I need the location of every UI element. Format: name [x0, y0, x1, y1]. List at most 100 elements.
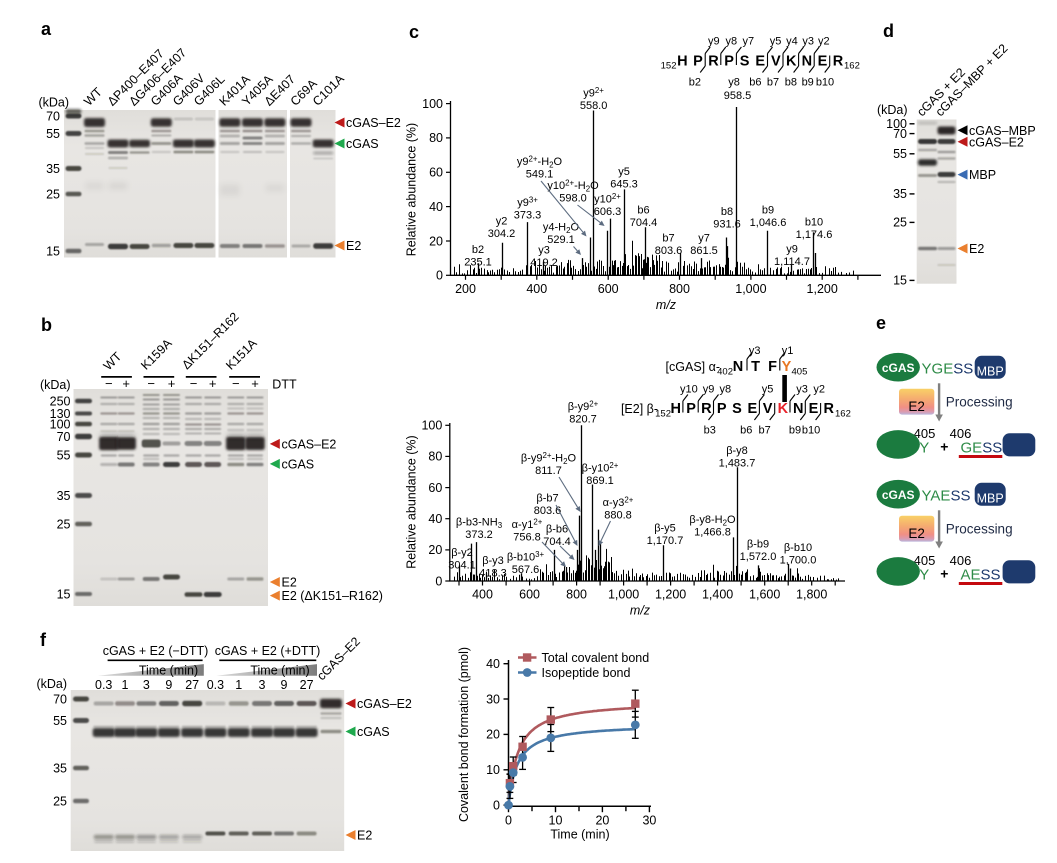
svg-text:β-b3-NH3​: β-b3-NH3​: [456, 517, 503, 530]
svg-text:40: 40: [428, 512, 442, 526]
svg-text:80: 80: [429, 131, 443, 145]
svg-text:α-y32+​: α-y32+​: [603, 495, 634, 509]
svg-text:0.3: 0.3: [207, 678, 224, 692]
svg-text:100: 100: [886, 117, 907, 131]
svg-text:1,200: 1,200: [807, 282, 838, 296]
svg-text:DTT: DTT: [272, 378, 297, 392]
svg-text:406: 406: [950, 553, 972, 568]
svg-text:y92+​: y92+​: [583, 86, 604, 100]
svg-text:b8: b8: [721, 206, 733, 218]
svg-text:600: 600: [598, 282, 619, 296]
svg-text:y3: y3: [749, 345, 761, 357]
svg-text:27: 27: [300, 678, 314, 692]
svg-text:811.7: 811.7: [535, 465, 562, 477]
svg-text:1,800: 1,800: [796, 588, 827, 602]
svg-text:y2: y2: [813, 384, 825, 396]
svg-text:cGAS–E2: cGAS–E2: [357, 697, 412, 711]
svg-text:20: 20: [428, 543, 442, 557]
svg-text:9: 9: [165, 678, 172, 692]
svg-text:d: d: [883, 21, 894, 41]
svg-text:y8: y8: [725, 36, 737, 48]
svg-text:20: 20: [429, 234, 443, 248]
svg-text:cGAS: cGAS: [346, 137, 379, 151]
svg-text:9: 9: [281, 678, 288, 692]
svg-text:β-y8: β-y8: [726, 445, 748, 457]
svg-text:E2: E2: [908, 399, 925, 414]
svg-text:Isopeptide bond: Isopeptide bond: [542, 666, 631, 680]
svg-text:Relative abundance (%): Relative abundance (%): [405, 435, 419, 568]
svg-text:β-y2: β-y2: [451, 547, 473, 559]
svg-text:15: 15: [893, 274, 907, 288]
svg-text:V: V: [771, 54, 781, 70]
svg-text:α-y12+​: α-y12+​: [512, 517, 543, 531]
svg-text:y5: y5: [618, 166, 630, 178]
svg-text:+: +: [251, 376, 259, 391]
svg-text:N: N: [802, 54, 812, 70]
svg-text:AESS: AESS: [961, 567, 1001, 584]
svg-text:R: R: [824, 401, 835, 417]
svg-text:Time (min): Time (min): [139, 664, 198, 678]
svg-text:y7: y7: [742, 36, 754, 48]
svg-text:30: 30: [642, 814, 656, 828]
svg-text:b2: b2: [472, 244, 484, 256]
svg-text:E2: E2: [908, 526, 925, 541]
svg-text:402: 402: [717, 367, 733, 378]
svg-text:645.3: 645.3: [610, 179, 638, 191]
svg-text:H: H: [677, 54, 687, 70]
svg-text:YGESS: YGESS: [922, 361, 974, 378]
svg-text:m/z: m/z: [656, 298, 677, 312]
svg-text:549.1: 549.1: [526, 169, 554, 181]
svg-text:β-y8-H2​O: β-y8-H2​O: [689, 514, 736, 527]
svg-text:880.8: 880.8: [604, 510, 632, 522]
svg-text:R: R: [833, 54, 844, 70]
svg-text:MBP: MBP: [969, 168, 996, 182]
svg-text:55: 55: [46, 127, 60, 141]
svg-text:800: 800: [566, 588, 587, 602]
svg-text:K: K: [778, 401, 789, 417]
svg-text:E2: E2: [969, 242, 984, 256]
svg-text:(kDa): (kDa): [40, 378, 71, 392]
svg-text:K: K: [786, 54, 797, 70]
svg-text:(kDa): (kDa): [38, 96, 69, 110]
svg-text:cGAS + E2 (−DTT): cGAS + E2 (−DTT): [103, 644, 209, 658]
svg-text:b9: b9: [789, 425, 801, 437]
svg-text:861.5: 861.5: [690, 245, 718, 257]
svg-text:P: P: [717, 401, 727, 417]
svg-text:Time (min): Time (min): [250, 664, 309, 678]
svg-text:+: +: [940, 566, 948, 582]
svg-text:P: P: [724, 54, 734, 70]
svg-text:373.2: 373.2: [465, 529, 493, 541]
svg-text:0: 0: [436, 269, 443, 283]
svg-text:25: 25: [893, 216, 907, 230]
svg-text:27: 27: [185, 678, 199, 692]
svg-text:(kDa): (kDa): [36, 677, 67, 691]
svg-text:1,600: 1,600: [749, 588, 780, 602]
svg-text:y10: y10: [680, 384, 698, 396]
svg-text:YAESS: YAESS: [922, 488, 971, 505]
svg-text:y3: y3: [796, 384, 808, 396]
svg-text:y102+​-H2​O: y102+​-H2​O: [547, 178, 599, 193]
svg-text:β-y102+​: β-y102+​: [582, 461, 619, 475]
svg-text:304.1: 304.1: [448, 560, 476, 572]
svg-text:70: 70: [893, 127, 907, 141]
svg-text:70: 70: [57, 430, 71, 444]
svg-text:y3: y3: [538, 245, 550, 257]
svg-text:T: T: [751, 359, 760, 375]
svg-text:40: 40: [429, 200, 443, 214]
svg-text:+: +: [940, 439, 948, 455]
svg-text:869.1: 869.1: [586, 475, 614, 487]
svg-text:e: e: [876, 313, 886, 333]
svg-text:1,400: 1,400: [702, 588, 733, 602]
svg-text:β-y92+​-H2​O: β-y92+​-H2​O: [521, 451, 577, 466]
svg-text:235.1: 235.1: [464, 257, 492, 269]
svg-text:20: 20: [595, 814, 609, 828]
svg-text:373.3: 373.3: [514, 210, 542, 222]
svg-text:y5: y5: [762, 384, 774, 396]
svg-text:35: 35: [893, 187, 907, 201]
svg-text:1,572.0: 1,572.0: [740, 551, 777, 563]
svg-text:1: 1: [122, 678, 129, 692]
svg-text:y4-H2​O: y4-H2​O: [543, 222, 580, 235]
svg-text:418.3: 418.3: [479, 568, 507, 580]
svg-text:958.5: 958.5: [724, 90, 752, 102]
svg-text:30: 30: [486, 692, 500, 706]
